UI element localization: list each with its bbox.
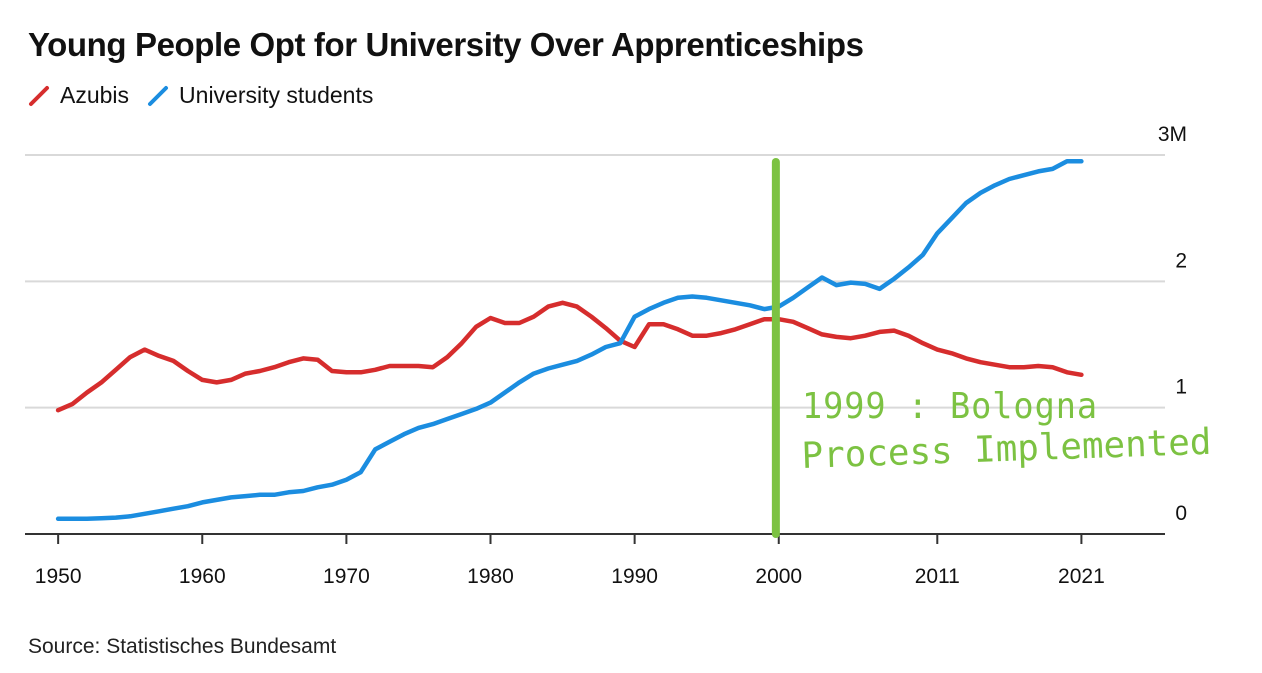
x-tick-label-1950: 1950 [35,565,82,588]
annotation-text-line-2: Process Implemented [801,422,1212,477]
source-note: Source: Statistisches Bundesamt [28,635,337,658]
legend-swatch-line-university-students [148,85,169,106]
series-line-azubis [55,300,1084,413]
legend-label-azubis: Azubis [60,82,130,108]
legend-item-university-students: University students [147,82,373,109]
y-tick-label-2: 2 [1175,249,1187,272]
x-tick-label-2021: 2021 [1058,565,1105,588]
y-tick-label-1: 1 [1175,376,1187,399]
y-tick-label-3: 3M [1158,123,1187,146]
legend-swatch-university-students [148,85,169,106]
chart-title: Young People Opt for University Over App… [28,26,864,63]
x-tick-label-1960: 1960 [179,565,226,588]
series-line-university-students [55,159,1084,522]
legend-swatch-azubis [29,85,49,106]
annotation-text-line-1: 1999 : Bologna [802,386,1098,427]
x-tick-label-1970: 1970 [323,565,370,588]
x-tick-label-1990: 1990 [611,565,658,588]
x-tick-label-1980: 1980 [467,565,514,588]
y-tick-label-0: 0 [1175,502,1187,525]
legend-item-azubis: Azubis [28,82,129,109]
legend-label-university-students: University students [179,82,374,108]
x-tick-label-2011: 2011 [915,565,960,588]
legend-swatch-line-azubis [29,85,49,106]
x-tick-label-2000: 2000 [755,565,802,588]
legend: Azubis University students [28,82,391,109]
